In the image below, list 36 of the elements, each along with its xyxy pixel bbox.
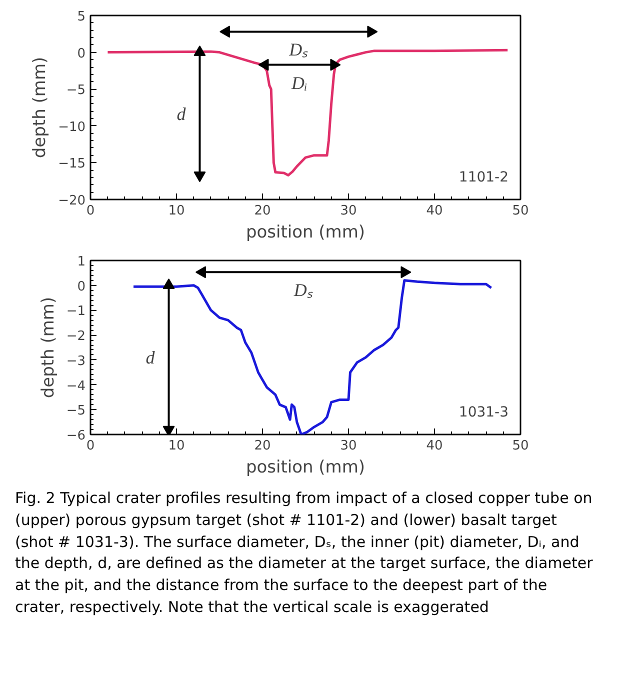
y-tick-label: 0: [77, 46, 86, 62]
x-axis-title: position (mm): [246, 458, 366, 478]
x-tick-label: 20: [254, 438, 271, 454]
annotation: d: [146, 347, 156, 368]
y-tick-label: −4: [66, 378, 86, 394]
annotation: Dᵢ: [290, 72, 308, 93]
x-tick-label: 20: [254, 204, 271, 218]
y-tick-label: −2: [66, 329, 86, 344]
y-tick-label: −20: [58, 194, 86, 208]
annotation: d: [176, 104, 187, 124]
x-tick-label: 40: [426, 438, 443, 454]
y-tick-label: 5: [77, 10, 86, 24]
y-tick-label: −6: [66, 428, 86, 444]
y-tick-label: −10: [58, 120, 86, 135]
y-tick-label: −1: [66, 304, 86, 320]
y-tick-label: −5: [66, 404, 86, 419]
annotation: 1031-3: [458, 404, 509, 420]
y-axis-title: depth (mm): [38, 296, 58, 398]
y-tick-label: 0: [77, 279, 86, 294]
annotation: 1101-2: [458, 170, 509, 186]
annotation: Dₛ: [288, 40, 308, 60]
y-axis-title: depth (mm): [30, 56, 50, 158]
x-tick-label: 50: [512, 204, 529, 218]
annotation: Dₛ: [292, 280, 313, 300]
x-tick-label: 50: [512, 438, 529, 454]
y-tick-label: −3: [66, 354, 86, 369]
x-tick-label: 40: [426, 204, 443, 218]
x-tick-label: 30: [340, 204, 357, 218]
x-axis-title: position (mm): [246, 222, 366, 242]
caption: Fig. 2 Typical crater profiles resulting from impact of a closed copper tube on (upper) porous gypsum target (shot # 1101-2) and (lower) basalt target (shot # 1031-3). The surface diameter, Dₛ, the inner (pit) diameter, Dᵢ, and the depth, d, are defined as the diameter at the target surface, the diameter at the pit, and the distance from the surface to the deepest part of the crater, respectively. Note that the vertical scale is exaggerated: [15, 488, 594, 618]
x-tick-label: 10: [168, 204, 185, 218]
x-tick-label: 30: [340, 438, 357, 454]
y-tick-label: 1: [77, 254, 86, 270]
x-tick-label: 10: [168, 438, 185, 454]
y-tick-label: −15: [58, 156, 86, 172]
y-tick-label: −5: [66, 83, 86, 98]
